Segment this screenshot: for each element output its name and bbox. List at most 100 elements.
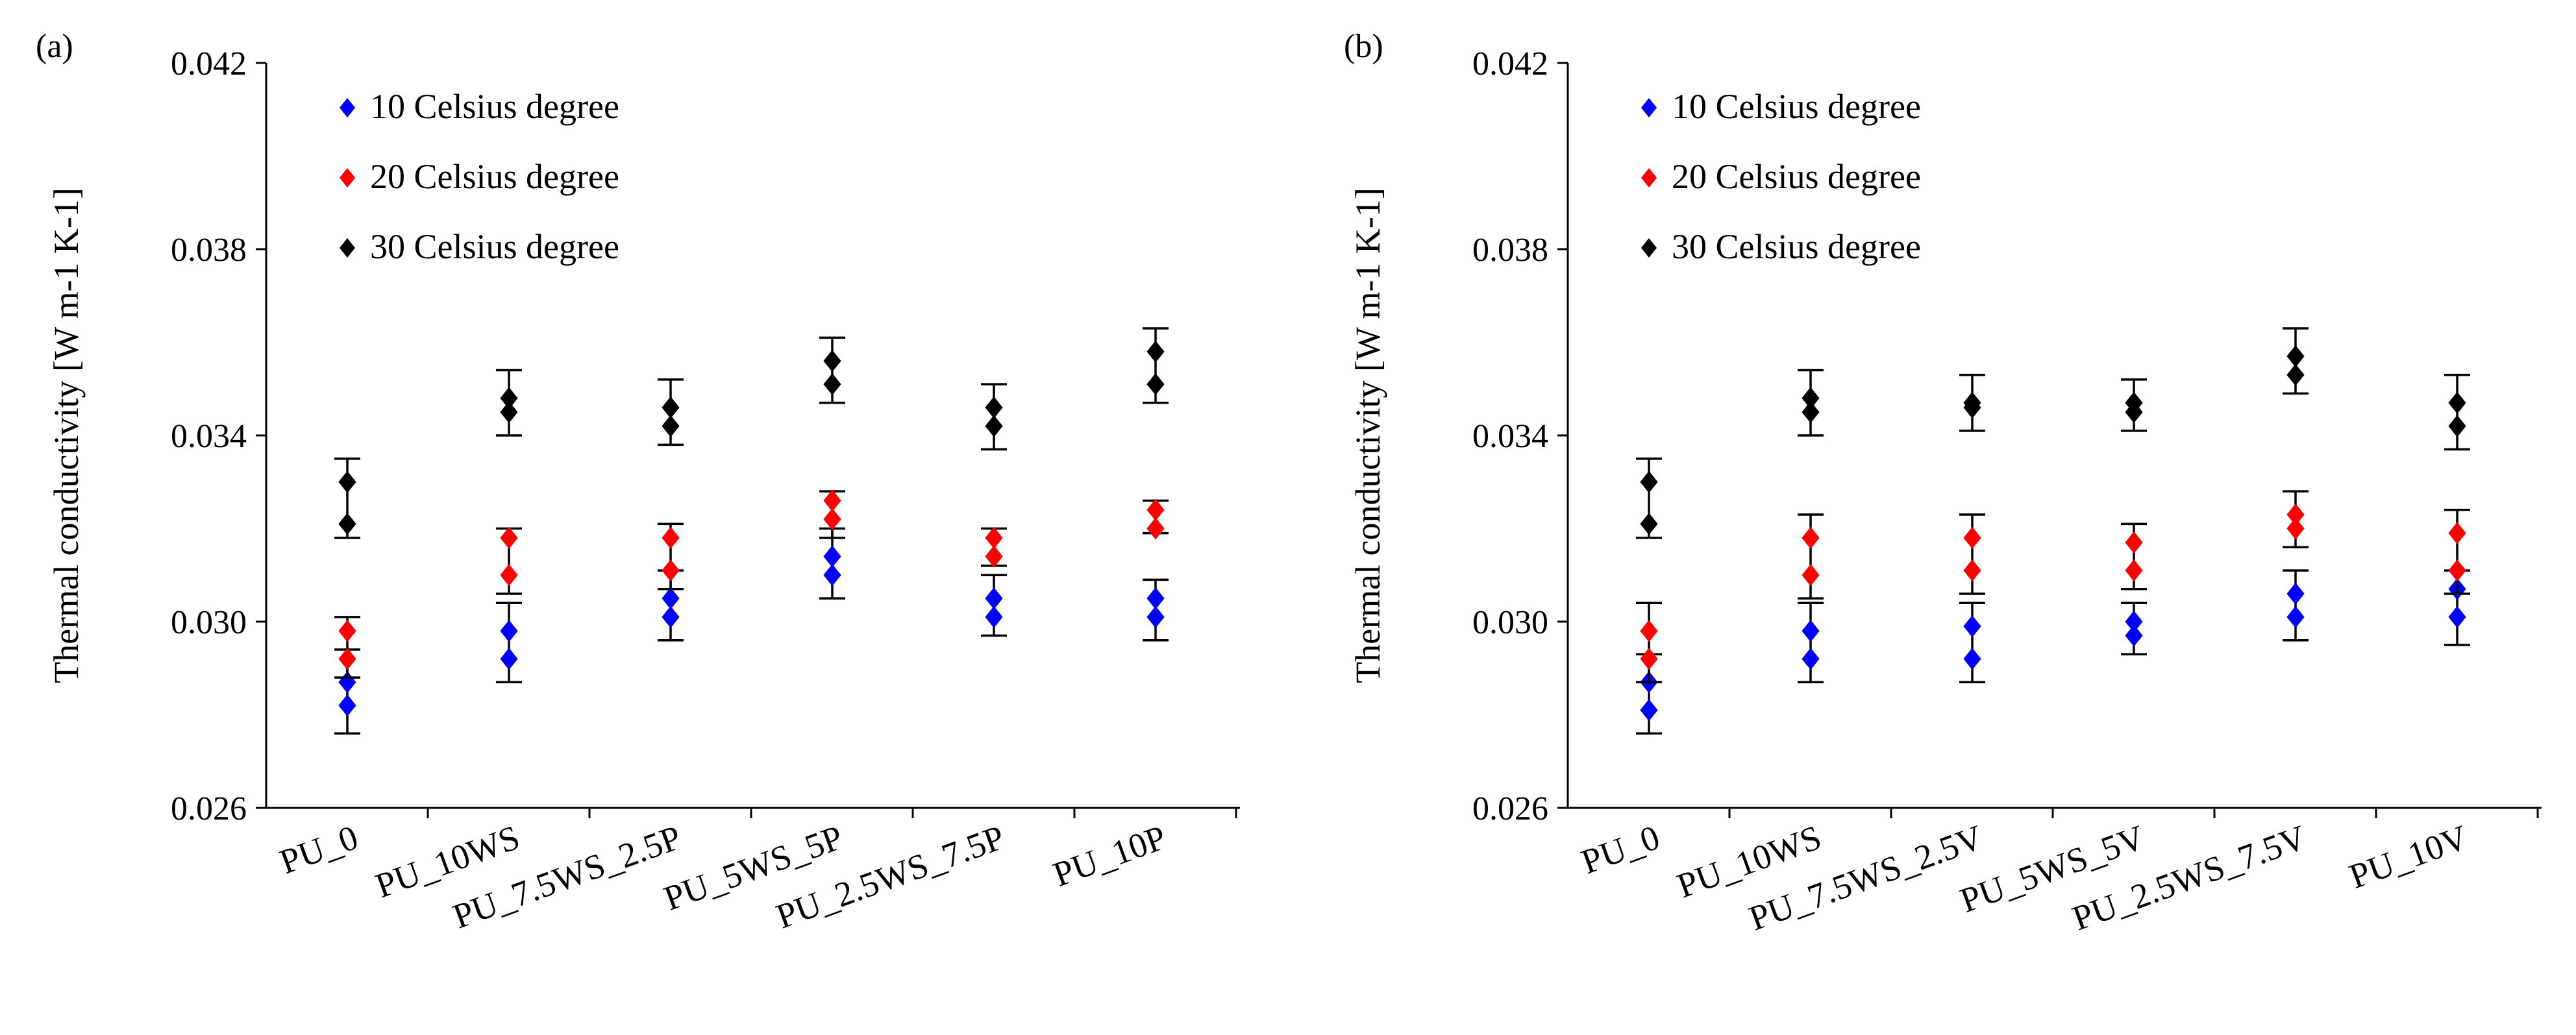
legend-label: 30 Celsius degree <box>370 227 619 266</box>
data-point-10c <box>2286 605 2305 628</box>
data-point-10c <box>662 605 680 628</box>
y-tick-label: 0.026 <box>1472 790 1548 827</box>
data-point-10c <box>823 545 841 568</box>
data-point-10c <box>662 587 680 610</box>
category-label: PU_10V <box>2344 818 2473 896</box>
data-point-20c <box>985 526 1003 549</box>
legend-marker <box>1641 98 1657 117</box>
category-label: PU_0 <box>275 818 363 881</box>
data-point-10c <box>1146 605 1165 628</box>
data-point-30c <box>1146 340 1165 363</box>
y-tick-label: 0.030 <box>171 604 247 641</box>
data-point-10c <box>500 648 518 670</box>
panel-label: (b) <box>1344 28 1383 65</box>
data-point-10c <box>985 605 1003 628</box>
data-point-10c <box>500 620 518 642</box>
data-point-20c <box>338 648 356 670</box>
data-point-30c <box>1802 387 1820 409</box>
data-point-30c <box>2286 363 2305 386</box>
data-point-20c <box>1146 498 1165 521</box>
data-point-30c <box>823 350 841 372</box>
data-point-30c <box>2448 415 2466 437</box>
data-point-30c <box>985 396 1003 419</box>
legend-label: 20 Celsius degree <box>370 157 619 196</box>
y-tick-label: 0.030 <box>1472 604 1548 641</box>
data-point-20c <box>1963 526 1981 549</box>
data-point-30c <box>338 513 356 535</box>
data-point-20c <box>1640 620 1658 642</box>
y-tick-label: 0.034 <box>171 418 247 455</box>
data-point-10c <box>2125 611 2143 633</box>
data-point-30c <box>338 470 356 493</box>
data-point-20c <box>500 564 518 587</box>
category-label: PU_10P <box>1048 818 1171 894</box>
data-point-30c <box>1640 513 1658 535</box>
legend-marker <box>340 98 355 117</box>
data-point-20c <box>1146 517 1165 540</box>
legend-label: 10 Celsius degree <box>1672 87 1921 126</box>
data-point-20c <box>2286 503 2305 526</box>
y-tick-label: 0.042 <box>171 45 247 82</box>
data-point-30c <box>662 396 680 419</box>
data-point-20c <box>662 559 680 582</box>
y-tick-label: 0.038 <box>171 232 247 269</box>
data-point-30c <box>500 387 518 409</box>
data-point-10c <box>1802 648 1820 670</box>
legend-marker <box>340 238 355 258</box>
category-label: PU_0 <box>1576 818 1665 881</box>
data-point-20c <box>1802 526 1820 549</box>
y-tick-label: 0.026 <box>171 790 247 827</box>
legend-label: 10 Celsius degree <box>370 87 619 126</box>
data-point-10c <box>985 587 1003 610</box>
data-point-10c <box>2448 605 2466 628</box>
y-axis-title: Thermal conductivity [W m-1 K-1] <box>47 188 86 683</box>
data-point-10c <box>823 564 841 587</box>
panel-label: (a) <box>36 28 73 65</box>
data-point-20c <box>2448 559 2466 582</box>
data-point-20c <box>2448 522 2466 544</box>
data-point-10c <box>1963 615 1981 638</box>
data-point-10c <box>1146 587 1165 610</box>
data-point-20c <box>985 545 1003 568</box>
data-point-30c <box>662 415 680 437</box>
data-point-20c <box>2125 531 2143 554</box>
legend-marker <box>1641 168 1657 188</box>
y-tick-label: 0.038 <box>1472 232 1548 269</box>
data-point-20c <box>500 526 518 549</box>
data-point-30c <box>985 415 1003 437</box>
data-point-10c <box>338 694 356 717</box>
legend-label: 20 Celsius degree <box>1672 157 1921 196</box>
data-point-20c <box>823 489 841 512</box>
legend-label: 30 Celsius degree <box>1672 227 1921 266</box>
data-point-30c <box>2286 345 2305 368</box>
y-axis-title: Thermal conductivity [W m-1 K-1] <box>1348 188 1387 683</box>
data-point-10c <box>1640 699 1658 722</box>
legend-marker <box>1641 238 1657 258</box>
data-point-30c <box>1802 401 1820 424</box>
data-point-20c <box>338 620 356 642</box>
y-tick-label: 0.042 <box>1472 45 1548 82</box>
data-point-20c <box>2125 559 2143 582</box>
data-point-30c <box>1963 391 1981 414</box>
data-point-20c <box>1963 559 1981 582</box>
data-point-20c <box>1640 648 1658 670</box>
data-point-20c <box>823 508 841 531</box>
data-point-30c <box>2125 391 2143 414</box>
data-point-10c <box>1802 620 1820 642</box>
data-point-10c <box>2125 624 2143 647</box>
data-point-20c <box>1802 564 1820 587</box>
data-point-10c <box>1963 648 1981 670</box>
data-point-30c <box>823 373 841 396</box>
legend-marker <box>340 168 355 188</box>
data-point-30c <box>500 401 518 424</box>
data-point-20c <box>662 526 680 549</box>
data-point-30c <box>1146 373 1165 396</box>
data-point-30c <box>2448 391 2466 414</box>
data-point-10c <box>2286 582 2305 605</box>
data-point-30c <box>1640 470 1658 493</box>
y-tick-label: 0.034 <box>1472 418 1548 455</box>
data-point-20c <box>2286 517 2305 540</box>
